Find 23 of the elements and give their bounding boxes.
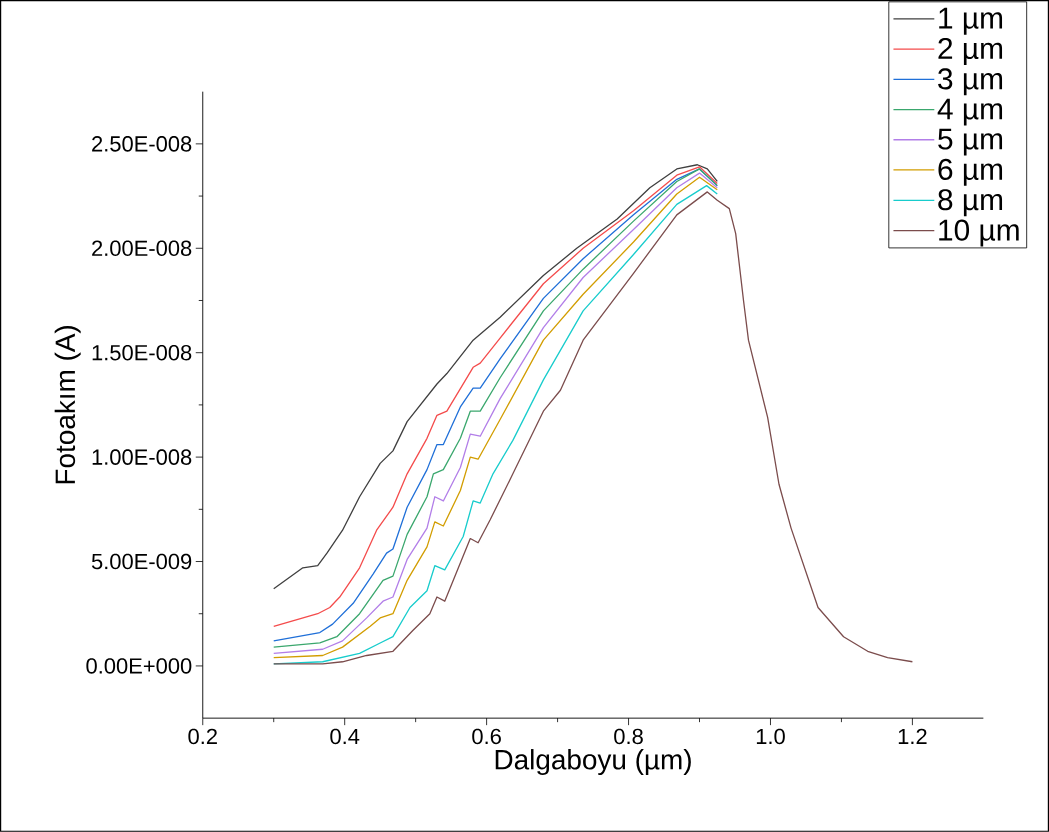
y-tick-label: 2.00E-008 bbox=[92, 240, 192, 257]
x-tick-label: 1.0 bbox=[756, 728, 785, 745]
y-tick-label: 2.50E-008 bbox=[92, 136, 192, 152]
x-tick-label: 0.2 bbox=[188, 728, 217, 745]
legend-label: 6 µm bbox=[938, 158, 1003, 186]
legend-label: 10 µm bbox=[939, 219, 1019, 247]
y-tick-label: 5.00E-009 bbox=[91, 553, 192, 570]
legend-label: 4 µm bbox=[937, 98, 1003, 126]
x-axis-title: Dalgaboyu (µm) bbox=[495, 749, 691, 776]
legend-label: 8 µm bbox=[938, 189, 1003, 217]
legend-label: 2 µm bbox=[938, 37, 1003, 66]
y-tick-label: 0.00E+000 bbox=[86, 658, 192, 674]
x-tick-label: 1.2 bbox=[898, 728, 927, 745]
x-tick-label: 0.6 bbox=[472, 728, 501, 745]
y-tick-label: 1.00E-008 bbox=[92, 449, 192, 465]
legend-label: 1 µm bbox=[939, 7, 1003, 35]
y-tick-label: 1.50E-008 bbox=[92, 345, 192, 361]
x-tick-label: 0.4 bbox=[330, 728, 360, 745]
y-axis-title: Fotoakım (A) bbox=[54, 326, 81, 484]
x-tick-label: 0.8 bbox=[614, 728, 643, 745]
legend-label: 3 µm bbox=[938, 68, 1003, 96]
line-series bbox=[273, 191, 914, 665]
legend-label: 5 µm bbox=[938, 128, 1003, 156]
